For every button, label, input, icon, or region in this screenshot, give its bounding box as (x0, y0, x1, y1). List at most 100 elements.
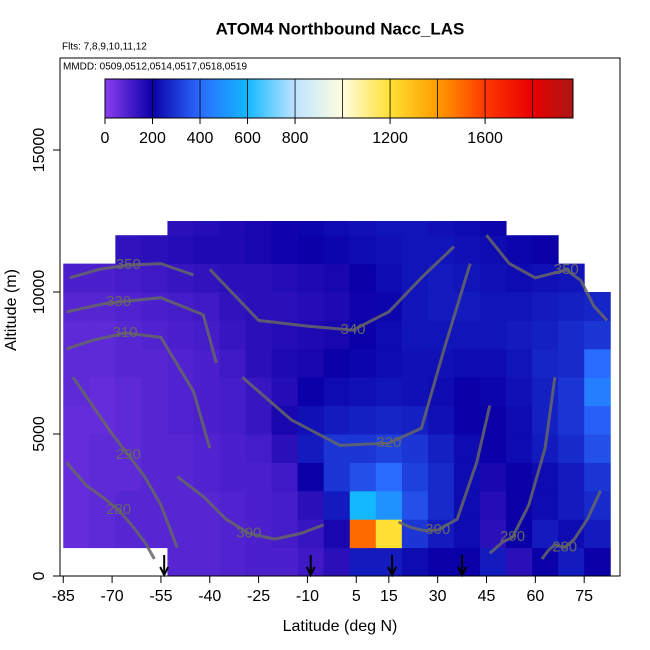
heat-cell (427, 292, 455, 321)
heat-cell (193, 221, 221, 236)
heat-cell (323, 405, 351, 435)
colorbar-tick-label: 1200 (372, 130, 408, 147)
heat-cell (480, 462, 507, 492)
heat-cell (323, 462, 351, 492)
heat-cell (584, 434, 611, 463)
heat-cell (480, 348, 507, 378)
heat-cell (506, 235, 533, 265)
heat-cell (115, 405, 142, 435)
chart-title: ATOM4 Northbound Nacc_LAS (216, 19, 465, 38)
x-tick-label: 5 (352, 588, 361, 605)
heat-cell (245, 320, 273, 350)
heat-cell (375, 263, 403, 293)
heat-cell (401, 348, 429, 378)
heat-cell (349, 519, 377, 549)
heat-cell (532, 405, 559, 435)
contour-line (65, 461, 156, 560)
heat-cell (141, 263, 168, 293)
heat-cell (427, 221, 455, 236)
heat-cell (115, 292, 142, 321)
heat-cell (245, 221, 273, 236)
heat-cell (427, 462, 455, 492)
heat-cell (558, 320, 585, 350)
colorbar-tick-label: 1600 (467, 130, 503, 147)
heat-cell (219, 490, 247, 520)
heat-cell (480, 292, 507, 321)
contour-label: 350 (116, 256, 141, 273)
heat-cell (427, 405, 455, 435)
heat-cell (401, 263, 429, 293)
heat-cell (63, 405, 90, 435)
heat-cell (558, 434, 585, 463)
heat-cell (558, 547, 585, 577)
heat-cell (401, 434, 429, 463)
plot-frame (59, 57, 621, 577)
heat-cell (115, 348, 142, 378)
heat-cell (167, 434, 194, 463)
contour-line (208, 245, 456, 332)
heat-cell (89, 462, 116, 492)
contour-label: 300 (425, 521, 450, 538)
heat-cell (558, 462, 585, 492)
contour-line (66, 331, 212, 449)
heat-cell (349, 221, 377, 236)
heat-cell (584, 320, 611, 350)
arrow-head (387, 566, 397, 578)
heat-cell (219, 547, 247, 577)
x-tick-label: -25 (247, 588, 270, 605)
heat-cell (193, 292, 221, 321)
contour-label: 320 (376, 434, 401, 451)
heat-cell (167, 221, 194, 236)
heat-cell (453, 377, 481, 407)
contour-label: 290 (116, 446, 141, 463)
heat-cell (141, 405, 168, 435)
heat-cell (219, 434, 247, 463)
colorbar-tick-label: 200 (139, 130, 166, 147)
heat-cell (115, 490, 142, 520)
heat-cell (219, 221, 247, 236)
heat-cell (558, 292, 585, 321)
heat-cell (167, 377, 194, 407)
x-tick-label: -70 (101, 588, 124, 605)
heat-cell (532, 348, 559, 378)
heat-cell (349, 377, 377, 407)
heat-cell (584, 519, 611, 549)
heat-cell (245, 235, 273, 265)
y-tick-label: 15000 (31, 128, 48, 173)
heat-cell (401, 462, 429, 492)
heat-cell (375, 490, 403, 520)
contour-line (71, 376, 179, 549)
heat-cell (375, 405, 403, 435)
heat-cell (375, 547, 403, 577)
heat-cell (271, 462, 299, 492)
heat-cell (271, 490, 299, 520)
contour-line (176, 475, 325, 541)
colorbar-tick-label: 800 (282, 130, 309, 147)
heat-cell (89, 519, 116, 549)
x-axis-label: Latitude (deg N) (283, 618, 398, 635)
heat-cell (297, 490, 325, 520)
heat-cell (401, 547, 429, 577)
heat-cell (480, 490, 507, 520)
heat-cell (506, 377, 533, 407)
heat-cell (63, 348, 90, 378)
heat-cell (349, 434, 377, 463)
heat-cell (532, 320, 559, 350)
heat-cell (193, 263, 221, 293)
heat-cell (141, 377, 168, 407)
heat-cell (375, 519, 403, 549)
heat-cell (558, 263, 585, 293)
heat-cell (375, 462, 403, 492)
x-tick-label: -85 (52, 588, 75, 605)
heat-cell (323, 263, 351, 293)
heat-cell (349, 263, 377, 293)
heat-cell (89, 434, 116, 463)
heat-cell (427, 547, 455, 577)
heat-cell (115, 235, 142, 265)
heat-cell (349, 462, 377, 492)
heat-cell (271, 434, 299, 463)
heat-cell (271, 221, 299, 236)
heat-cell (375, 221, 403, 236)
heat-cell (427, 490, 455, 520)
